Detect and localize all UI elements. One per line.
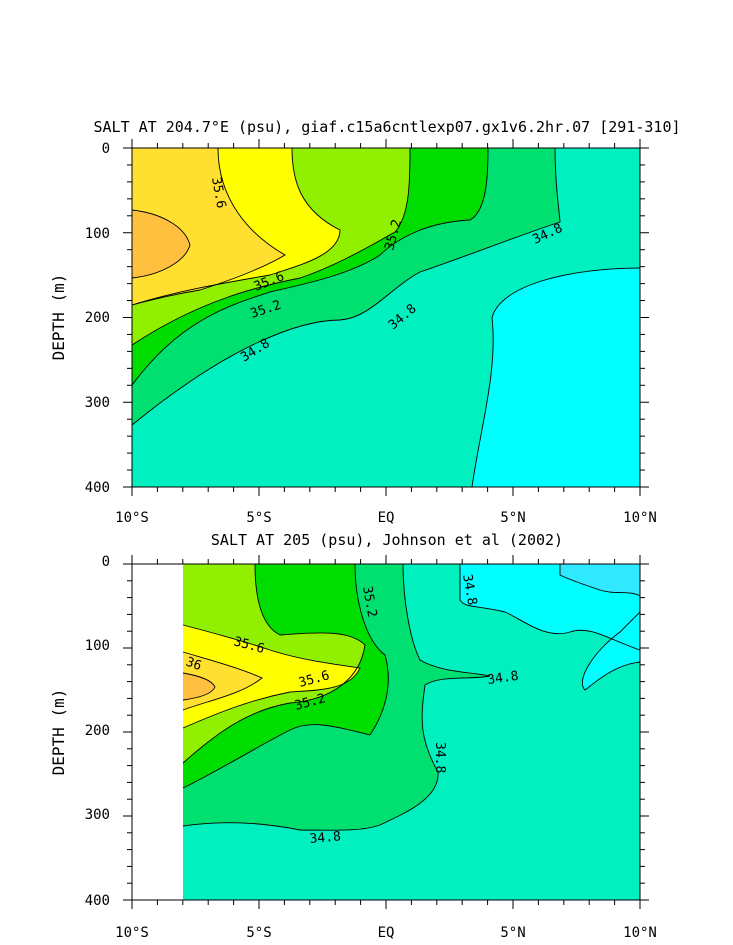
bottom-x-tick-label: 10°S	[115, 925, 149, 941]
bottom-contour-lines	[182, 563, 641, 831]
top-y-tick-label: 300	[85, 395, 110, 411]
top-x-tick-label: 10°S	[115, 510, 149, 526]
bottom-contour-label: 35.2	[359, 585, 379, 618]
bottom-x-tick-label: EQ	[378, 925, 395, 941]
bottom-contour-label: 34.8	[459, 573, 479, 606]
bottom-plot-area: 35.2 34.8 35.6 36 35.6 35.2 34.8 34.8 34…	[182, 563, 641, 900]
top-x-tick-label: 5°N	[500, 510, 525, 526]
top-chart-title: SALT AT 204.7°E (psu), giaf.c15a6cntlexp…	[94, 118, 681, 136]
top-y-axis-label: DEPTH (m)	[49, 274, 68, 361]
top-band-gt-36	[132, 210, 190, 278]
bottom-x-tick-label: 5°S	[246, 925, 271, 941]
bottom-contour-label: 34.8	[309, 829, 342, 847]
top-panel: SALT AT 204.7°E (psu), giaf.c15a6cntlexp…	[49, 118, 681, 526]
top-y-tick-label: 400	[85, 480, 110, 496]
top-x-tick-label: 10°N	[623, 510, 657, 526]
top-band-lt-34.8	[472, 268, 640, 487]
top-ticks	[123, 139, 649, 496]
bottom-band-34.6-34.8	[560, 564, 640, 596]
bottom-panel: SALT AT 205 (psu), Johnson et al (2002)	[49, 531, 657, 941]
top-contour-label: 35.6	[208, 176, 228, 209]
bottom-y-tick-label: 0	[102, 554, 110, 570]
bottom-y-tick-label: 200	[85, 723, 110, 739]
top-x-tick-label: EQ	[378, 510, 395, 526]
bottom-ticks	[123, 555, 649, 909]
bottom-y-tick-label: 400	[85, 893, 110, 909]
bottom-x-tick-label: 5°N	[500, 925, 525, 941]
bottom-contour-label: 36	[184, 655, 204, 674]
bottom-chart-title: SALT AT 205 (psu), Johnson et al (2002)	[211, 531, 563, 549]
top-y-tick-label: 0	[102, 141, 110, 157]
top-y-tick-label: 100	[85, 226, 110, 242]
bottom-contour-label: 34.8	[486, 669, 519, 688]
bottom-x-tick-label: 10°N	[623, 925, 657, 941]
top-contour-lines	[131, 147, 641, 488]
bottom-y-tick-label: 100	[85, 638, 110, 654]
top-plot-area: 35.6 35.2 34.8 35.6 35.2 34.8 34.8	[131, 147, 641, 488]
bottom-y-tick-label: 300	[85, 807, 110, 823]
bottom-band-35.6-35.8	[183, 625, 360, 728]
bottom-band-lt-34.8	[460, 564, 640, 690]
top-y-tick-label: 200	[85, 310, 110, 326]
top-x-tick-label: 5°S	[246, 510, 271, 526]
bottom-contour-label: 34.8	[432, 742, 447, 773]
bottom-y-axis-label: DEPTH (m)	[49, 689, 68, 776]
